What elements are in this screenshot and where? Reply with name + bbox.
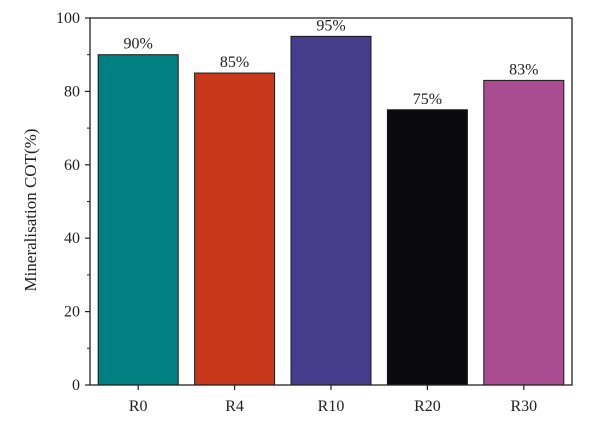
y-tick-label-0: 0: [72, 377, 80, 394]
data-label-r20: 75%: [413, 91, 442, 108]
data-label-r4: 85%: [220, 54, 249, 71]
y-tick-label-40: 40: [64, 230, 80, 247]
bar-r0: [97, 54, 179, 386]
bar-r20: [386, 109, 468, 386]
x-tick-label-r20: R20: [414, 398, 441, 415]
y-tick-label-20: 20: [64, 304, 80, 321]
x-tick-label-r10: R10: [318, 398, 345, 415]
ticks-layer: R0 R4 R10 R20 R30 0 20 40 60 80 100: [56, 10, 537, 415]
y-axis-label: Mineralisation COT(%): [21, 129, 40, 292]
bar-r10: [290, 35, 372, 386]
x-tick-label-r0: R0: [129, 398, 148, 415]
bar-r4: [194, 72, 276, 386]
data-label-r30: 83%: [509, 61, 538, 78]
x-tick-label-r4: R4: [225, 398, 244, 415]
plot-frame: [89, 17, 573, 386]
data-label-r0: 90%: [124, 36, 153, 53]
y-tick-label-80: 80: [64, 83, 80, 100]
data-label-r10: 95%: [316, 17, 345, 34]
bars-layer: 90% 85% 95% 75% 83%: [97, 17, 565, 386]
x-tick-label-r30: R30: [510, 398, 537, 415]
bar-r30: [483, 79, 565, 386]
y-tick-label-100: 100: [56, 10, 80, 27]
y-tick-label-60: 60: [64, 157, 80, 174]
